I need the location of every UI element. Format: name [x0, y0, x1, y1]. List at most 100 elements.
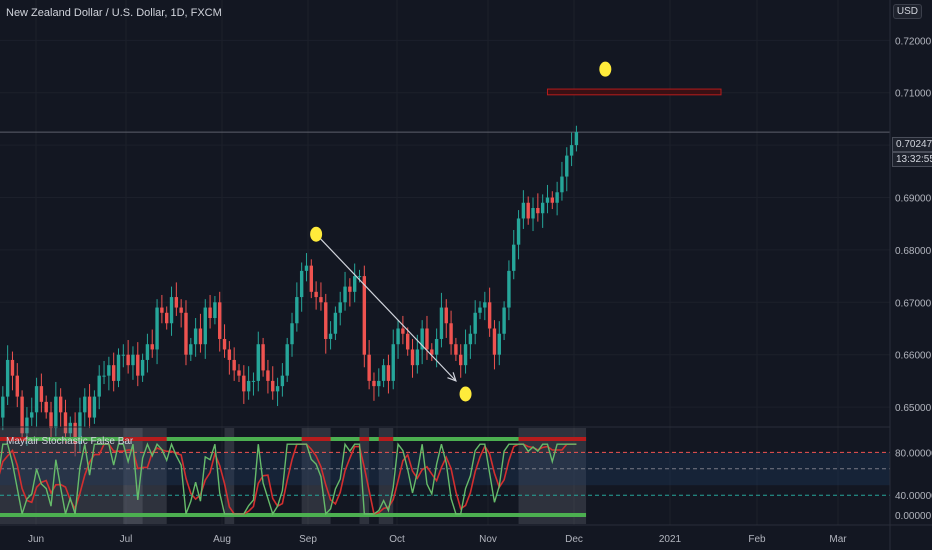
candle-body[interactable]: [256, 344, 260, 381]
candle-body[interactable]: [299, 270, 304, 298]
candle-body[interactable]: [459, 354, 463, 366]
candle-body[interactable]: [502, 307, 506, 334]
candle-body[interactable]: [275, 386, 280, 392]
annotations-group[interactable]: [310, 61, 722, 402]
candle-body[interactable]: [386, 365, 391, 381]
candle-body[interactable]: [550, 197, 554, 203]
candle-body[interactable]: [280, 375, 285, 387]
candle-body[interactable]: [555, 192, 559, 203]
candle-body[interactable]: [208, 307, 212, 319]
candle-body[interactable]: [218, 302, 222, 339]
candle-body[interactable]: [140, 359, 145, 376]
candle-body[interactable]: [68, 422, 72, 434]
candle-body[interactable]: [222, 338, 227, 350]
candle-body[interactable]: [512, 244, 516, 271]
candle-body[interactable]: [444, 307, 448, 324]
candle-body[interactable]: [420, 328, 424, 350]
candle-body[interactable]: [63, 412, 68, 434]
candle-body[interactable]: [569, 145, 574, 156]
candle-body[interactable]: [25, 417, 29, 434]
candle-body[interactable]: [107, 365, 111, 376]
trend-arrow-head[interactable]: [447, 372, 457, 382]
candle-body[interactable]: [39, 386, 44, 402]
candle-body[interactable]: [10, 359, 15, 376]
candle-body[interactable]: [328, 333, 333, 339]
indicator-pane[interactable]: [0, 428, 890, 524]
candle-body[interactable]: [348, 286, 352, 292]
candle-body[interactable]: [352, 276, 357, 292]
candle-body[interactable]: [165, 312, 169, 324]
candle-body[interactable]: [367, 354, 371, 381]
candle-body[interactable]: [406, 333, 410, 350]
candle-body[interactable]: [483, 302, 487, 308]
candle-body[interactable]: [261, 344, 265, 371]
candle-body[interactable]: [449, 323, 453, 345]
candle-body[interactable]: [425, 328, 429, 350]
candle-body[interactable]: [242, 375, 246, 392]
trend-arrow-line[interactable]: [315, 233, 457, 382]
candle-body[interactable]: [574, 132, 579, 146]
candle-body[interactable]: [179, 307, 183, 313]
candle-body[interactable]: [439, 307, 444, 339]
candle-body[interactable]: [237, 370, 241, 376]
candle-body[interactable]: [30, 412, 34, 418]
candle-body[interactable]: [145, 344, 150, 360]
candle-body[interactable]: [155, 307, 159, 350]
candle-body[interactable]: [381, 365, 386, 381]
candle-body[interactable]: [49, 412, 53, 429]
annotation-dot[interactable]: [310, 226, 323, 242]
candle-body[interactable]: [540, 202, 545, 214]
candle-body[interactable]: [174, 297, 179, 308]
candle-body[interactable]: [15, 375, 19, 397]
candle-body[interactable]: [338, 302, 342, 313]
candle-body[interactable]: [198, 328, 203, 345]
candle-body[interactable]: [131, 354, 135, 366]
candle-body[interactable]: [295, 297, 299, 324]
candle-body[interactable]: [121, 354, 126, 356]
candle-body[interactable]: [111, 365, 116, 381]
candle-body[interactable]: [497, 333, 501, 355]
candle-body[interactable]: [102, 375, 106, 377]
candle-body[interactable]: [266, 370, 270, 381]
candle-body[interactable]: [473, 312, 477, 334]
candle-body[interactable]: [521, 202, 526, 219]
candle-body[interactable]: [251, 380, 256, 382]
candle-body[interactable]: [150, 344, 154, 350]
candle-body[interactable]: [5, 359, 10, 397]
candle-body[interactable]: [227, 349, 232, 360]
candle-body[interactable]: [136, 354, 140, 376]
candle-body[interactable]: [507, 270, 511, 308]
candle-body[interactable]: [415, 349, 420, 366]
candle-body[interactable]: [333, 312, 338, 334]
candle-body[interactable]: [78, 412, 82, 444]
candle-body[interactable]: [285, 344, 289, 376]
candle-body[interactable]: [516, 218, 521, 245]
candle-body[interactable]: [83, 396, 87, 413]
candle-body[interactable]: [531, 207, 535, 219]
candle-body[interactable]: [92, 396, 97, 418]
candle-body[interactable]: [160, 307, 164, 313]
candle-body[interactable]: [396, 328, 400, 345]
stochastic-k-line[interactable]: [0, 442, 577, 516]
candle-body[interactable]: [304, 265, 309, 271]
candle-body[interactable]: [372, 380, 376, 387]
candle-body[interactable]: [314, 291, 318, 298]
candle-body[interactable]: [463, 344, 468, 366]
candle-body[interactable]: [34, 386, 39, 413]
candles-group[interactable]: [0, 125, 579, 457]
candle-body[interactable]: [20, 396, 24, 434]
candle-body[interactable]: [362, 276, 367, 355]
candle-body[interactable]: [560, 176, 564, 193]
candle-body[interactable]: [324, 302, 328, 339]
candle-body[interactable]: [430, 349, 434, 355]
candle-body[interactable]: [290, 323, 294, 345]
candle-body[interactable]: [377, 380, 381, 387]
candle-body[interactable]: [87, 396, 92, 418]
candle-body[interactable]: [526, 202, 530, 219]
candle-body[interactable]: [73, 422, 77, 444]
candle-body[interactable]: [203, 307, 207, 345]
candle-body[interactable]: [343, 286, 347, 303]
candle-body[interactable]: [126, 354, 130, 366]
candle-body[interactable]: [492, 328, 497, 355]
